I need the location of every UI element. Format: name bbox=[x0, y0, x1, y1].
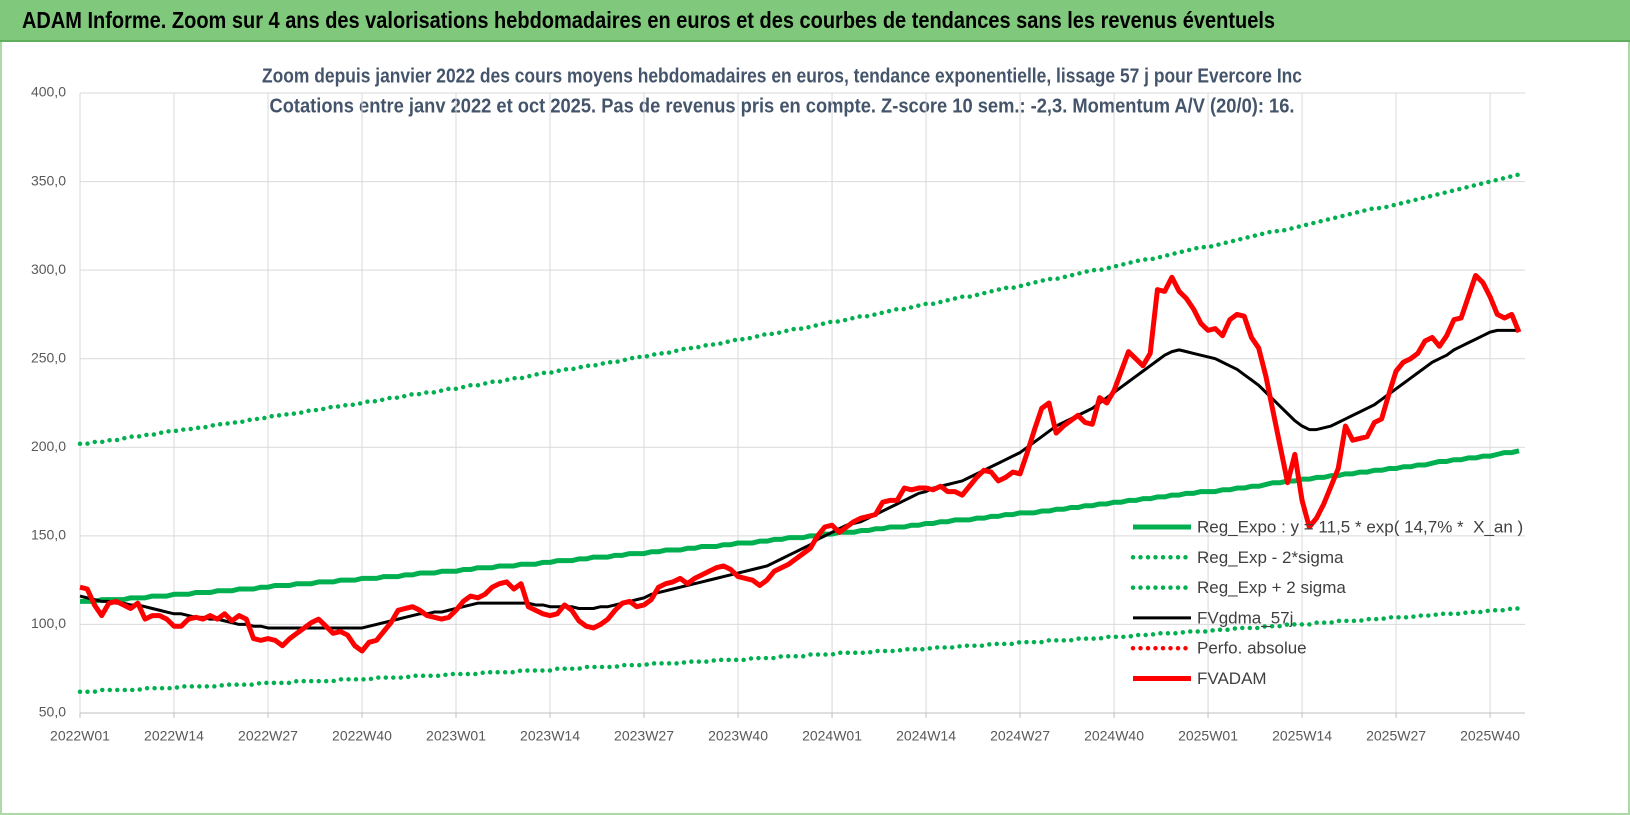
legend-label: Perfo. absolue bbox=[1197, 639, 1307, 658]
y-tick-label: 100,0 bbox=[31, 615, 66, 631]
x-tick-label: 2024W40 bbox=[1084, 728, 1144, 744]
x-tick-label: 2022W01 bbox=[50, 728, 110, 744]
y-tick-label: 250,0 bbox=[31, 349, 66, 365]
series-line bbox=[79, 272, 1522, 654]
x-tick-label: 2024W01 bbox=[802, 728, 862, 744]
x-tick-label: 2023W01 bbox=[426, 728, 486, 744]
series-line bbox=[79, 328, 1519, 630]
x-tick-label: 2022W40 bbox=[332, 728, 392, 744]
y-tick-label: 300,0 bbox=[31, 261, 66, 277]
y-tick-label: 400,0 bbox=[31, 84, 66, 100]
y-tick-label: 150,0 bbox=[31, 527, 66, 543]
plot-lines bbox=[77, 172, 1522, 694]
x-tick-label: 2023W14 bbox=[520, 728, 580, 744]
x-tick-label: 2024W14 bbox=[896, 728, 956, 744]
series-line bbox=[77, 172, 1522, 446]
x-tick-label: 2025W14 bbox=[1272, 728, 1332, 744]
chart-title: Zoom depuis janvier 2022 des cours moyen… bbox=[262, 65, 1302, 87]
legend: Reg_Expo : y = 11,5 * exp( 14,7% * X_an … bbox=[1130, 517, 1523, 688]
header-bar bbox=[0, 0, 1630, 41]
x-tick-label: 2023W40 bbox=[708, 728, 768, 744]
x-tick-label: 2025W01 bbox=[1178, 728, 1238, 744]
x-tick-label: 2022W27 bbox=[238, 728, 298, 744]
legend-label: FVgdma_57j bbox=[1197, 608, 1293, 627]
series-line bbox=[77, 606, 1522, 694]
y-tick-label: 50,0 bbox=[39, 704, 66, 720]
legend-label: Reg_Expo : y = 11,5 * exp( 14,7% * X_an … bbox=[1197, 517, 1523, 536]
x-tick-label: 2025W27 bbox=[1366, 728, 1426, 744]
series-line bbox=[80, 448, 1520, 604]
y-tick-label: 350,0 bbox=[31, 172, 66, 188]
x-tick-label: 2022W14 bbox=[144, 728, 204, 744]
legend-label: Reg_Exp - 2*sigma bbox=[1197, 548, 1344, 567]
x-tick-label: 2025W40 bbox=[1460, 728, 1520, 744]
legend-label: Reg_Exp + 2 sigma bbox=[1197, 578, 1346, 597]
x-tick-label: 2023W27 bbox=[614, 728, 674, 744]
y-tick-label: 200,0 bbox=[31, 438, 66, 454]
x-tick-label: 2024W27 bbox=[990, 728, 1050, 744]
legend-label: FVADAM bbox=[1197, 669, 1267, 688]
header-title: ADAM Informe. Zoom sur 4 ans des valoris… bbox=[22, 7, 1275, 33]
chart-subtitle: Cotations entre janv 2022 et oct 2025. P… bbox=[270, 95, 1295, 117]
